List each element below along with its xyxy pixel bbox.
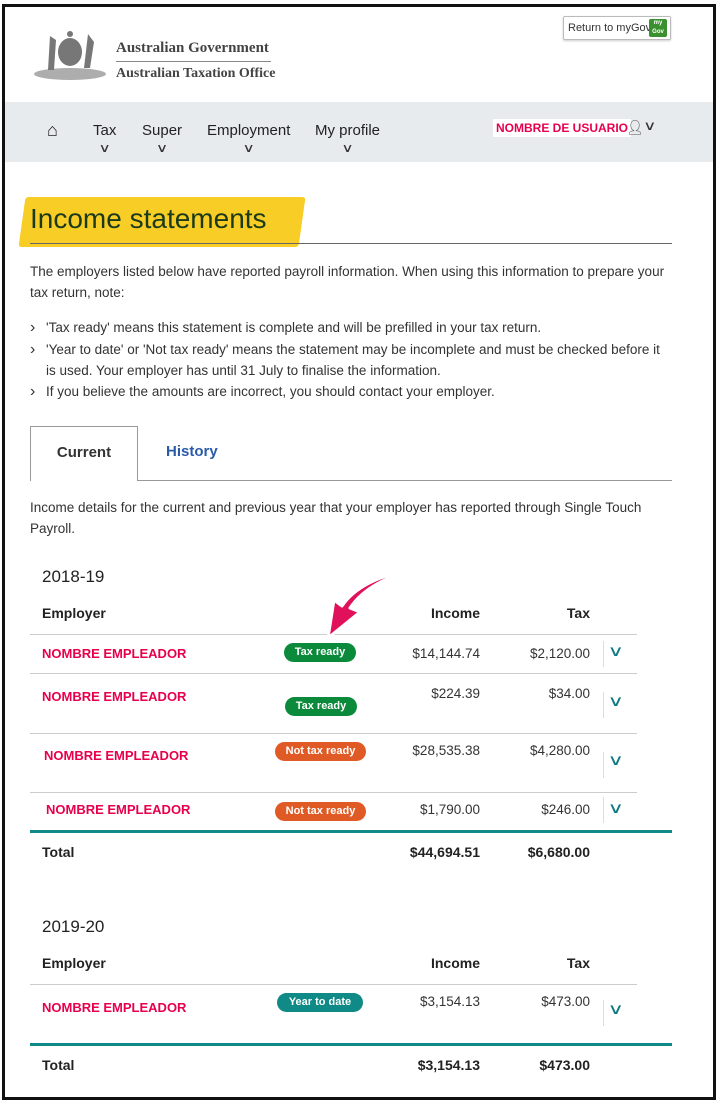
- user-name[interactable]: NOMBRE DE USUARIO: [493, 119, 632, 137]
- expand-chevron-icon[interactable]: ∨: [607, 643, 624, 660]
- expand-chevron-icon[interactable]: ∨: [607, 693, 624, 710]
- employer-name: NOMBRE EMPLEADOR: [42, 689, 187, 704]
- expand-chevron-icon[interactable]: ∨: [607, 1001, 624, 1018]
- return-to-mygov-button[interactable]: Return to myGov my Gov: [563, 16, 671, 40]
- nav-employment[interactable]: Employment ∨: [207, 122, 290, 155]
- divider: [603, 752, 604, 778]
- total-income: $44,694.51: [409, 844, 480, 860]
- note-item: If you believe the amounts are incorrect…: [30, 381, 670, 402]
- tax-value: $2,120.00: [529, 646, 590, 661]
- row-divider: [30, 792, 637, 793]
- col-tax: Tax: [566, 955, 590, 971]
- chevron-down-icon: ∨: [155, 141, 169, 155]
- divider: [603, 641, 604, 667]
- row-divider: [30, 984, 637, 985]
- tab-description: Income details for the current and previ…: [30, 500, 642, 536]
- employer-name: NOMBRE EMPLEADOR: [42, 1000, 187, 1015]
- income-value: $224.39: [431, 686, 480, 701]
- year-heading: 2019-20: [42, 917, 105, 936]
- user-icon[interactable]: 👤︎: [626, 119, 644, 135]
- screenshot-frame: [2, 4, 716, 1100]
- employer-name: NOMBRE EMPLEADOR: [42, 646, 187, 661]
- expand-chevron-icon[interactable]: ∨: [607, 752, 624, 769]
- divider: [603, 692, 604, 718]
- total-tax: $6,680.00: [527, 844, 590, 860]
- chevron-down-icon: ∨: [98, 141, 111, 155]
- tax-value: $246.00: [541, 802, 590, 817]
- note-item: 'Tax ready' means this statement is comp…: [30, 317, 670, 338]
- tax-value: $473.00: [541, 994, 590, 1009]
- tab-history[interactable]: History: [166, 443, 218, 460]
- title-rule: [30, 243, 672, 244]
- total-divider: [30, 1043, 672, 1046]
- income-value: $1,790.00: [419, 802, 480, 817]
- divider: [603, 797, 604, 823]
- intro-text: The employers listed below have reported…: [30, 264, 665, 300]
- income-value: $3,154.13: [419, 994, 480, 1009]
- status-badge: Year to date: [277, 993, 363, 1012]
- total-divider: [30, 830, 672, 833]
- income-value: $28,535.38: [412, 743, 480, 758]
- annotation-arrow-icon: [320, 568, 415, 648]
- col-employer: Employer: [42, 955, 106, 971]
- col-income: Income: [430, 605, 480, 621]
- total-income: $3,154.13: [417, 1057, 480, 1073]
- expand-chevron-icon[interactable]: ∨: [607, 800, 624, 817]
- gov-name: Australian Government: [116, 40, 269, 56]
- chevron-down-icon: ∨: [242, 141, 255, 155]
- home-icon[interactable]: ⌂: [47, 120, 58, 140]
- col-tax: Tax: [566, 605, 590, 621]
- row-divider: [30, 673, 637, 674]
- tax-value: $4,280.00: [529, 743, 590, 758]
- total-tax: $473.00: [539, 1057, 590, 1073]
- divider: [603, 1000, 604, 1026]
- mygov-icon: my Gov: [649, 19, 667, 37]
- page-title: Income statements: [30, 203, 267, 234]
- tab-divider: [30, 480, 672, 481]
- income-value: $14,144.74: [412, 646, 480, 661]
- tab-current[interactable]: Current: [30, 426, 138, 481]
- status-badge: Not tax ready: [275, 802, 366, 821]
- employer-name: NOMBRE EMPLEADOR: [46, 802, 191, 817]
- note-item: 'Year to date' or 'Not tax ready' means …: [30, 339, 670, 381]
- status-badge: Not tax ready: [275, 742, 366, 761]
- chevron-down-icon: ∨: [341, 141, 354, 155]
- year-heading: 2018-19: [42, 567, 105, 586]
- status-badge: Tax ready: [285, 697, 357, 716]
- agency-name: Australian Taxation Office: [116, 66, 276, 81]
- logo-divider: [116, 61, 271, 62]
- tax-value: $34.00: [548, 686, 590, 701]
- total-label: Total: [42, 1057, 75, 1073]
- user-chevron-down-icon[interactable]: ∨: [643, 118, 657, 133]
- coat-of-arms-logo: [30, 28, 110, 89]
- employer-name: NOMBRE EMPLEADOR: [44, 748, 189, 763]
- return-label: Return to myGov: [568, 22, 652, 34]
- col-employer: Employer: [42, 605, 106, 621]
- nav-super[interactable]: Super ∨: [142, 122, 182, 155]
- row-divider: [30, 733, 637, 734]
- nav-my-profile[interactable]: My profile ∨: [315, 122, 380, 155]
- status-badge: Tax ready: [284, 643, 356, 662]
- col-income: Income: [430, 955, 480, 971]
- nav-tax[interactable]: Tax ∨: [93, 122, 116, 155]
- total-label: Total: [42, 844, 75, 860]
